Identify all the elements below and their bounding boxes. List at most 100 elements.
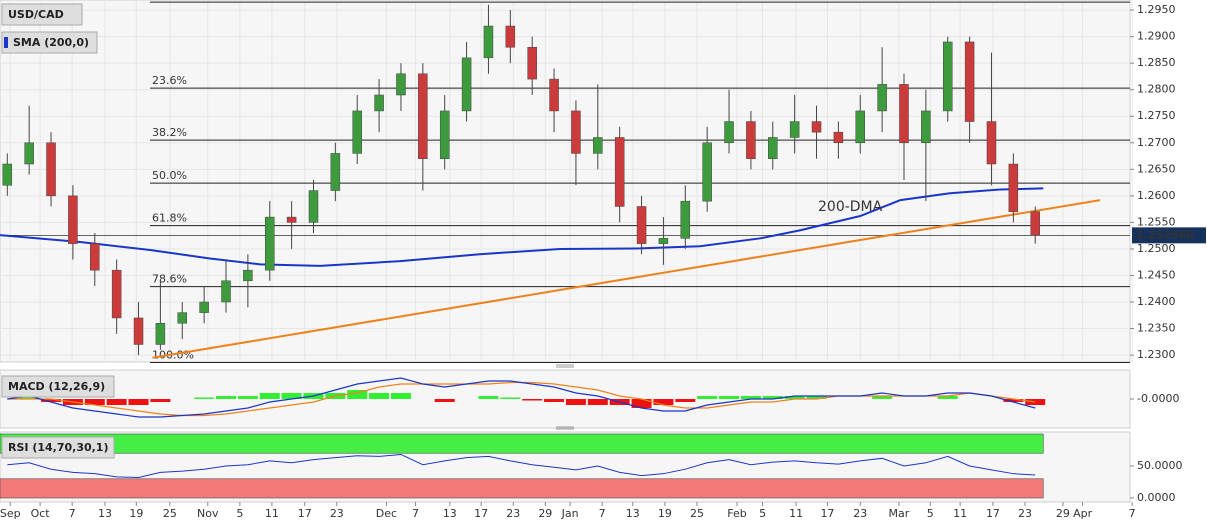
x-tick-label: 11: [953, 507, 967, 520]
candle-body: [768, 137, 778, 159]
candle-body: [90, 243, 100, 271]
candle-body: [877, 84, 887, 112]
histogram-bar: [719, 396, 740, 399]
histogram-bar: [369, 393, 390, 399]
histogram-bar: [478, 396, 499, 399]
candle-body: [614, 137, 625, 207]
histogram-bar: [937, 396, 958, 399]
histogram-bar: [544, 399, 565, 402]
candle-body: [308, 190, 319, 223]
x-tick-label: 19: [129, 507, 143, 520]
x-tick-label: 7: [412, 507, 419, 520]
y-tick-label: 1.2750: [1137, 109, 1176, 122]
candle-body: [964, 41, 975, 122]
x-tick-label: 5: [236, 507, 243, 520]
histogram-bar: [500, 397, 521, 399]
y-tick-label: 1.2350: [1137, 322, 1176, 335]
candle-body: [396, 73, 406, 96]
histogram-bar: [390, 393, 411, 399]
histogram-bar: [150, 399, 171, 402]
x-tick-label: 13: [626, 507, 640, 520]
sma-legend: SMA (200,0): [13, 36, 89, 49]
candle-body: [133, 317, 144, 345]
candle-body: [352, 110, 362, 154]
y-tick-label: 1.2950: [1137, 3, 1176, 16]
x-tick-label: Nov: [197, 507, 219, 520]
candle-body: [811, 121, 822, 133]
y-tick-label: 50.0000: [1137, 459, 1183, 472]
y-tick-label: 1.2550: [1137, 215, 1176, 228]
candle-body: [24, 142, 34, 165]
rsi-title: RSI (14,70,30,1): [8, 441, 108, 454]
histogram-bar: [565, 399, 586, 405]
y-tick-label: 0.0000: [1137, 491, 1176, 504]
histogram-bar: [806, 396, 827, 399]
histogram-bar: [194, 397, 215, 399]
candle-body: [680, 200, 691, 239]
y-tick-label: 1.2450: [1137, 268, 1176, 281]
histogram-bar: [653, 399, 674, 405]
sma-swatch: [4, 37, 8, 48]
macd-line: [7, 377, 1036, 418]
candle-body: [986, 121, 997, 165]
candle-body: [527, 46, 537, 80]
macd-box: [1, 375, 115, 398]
indicator-line: [152, 199, 1101, 359]
histogram-bar: [237, 396, 258, 399]
x-tick-label: 7: [69, 507, 76, 520]
x-tick-label: Sep: [0, 507, 21, 520]
x-tick-label: Apr: [1073, 507, 1093, 520]
candle-body: [439, 110, 450, 159]
histogram-bar: [740, 396, 761, 399]
sma-box: [1, 31, 98, 54]
candle-body: [1008, 163, 1019, 213]
x-tick-label: 17: [474, 507, 488, 520]
candle-body: [658, 238, 669, 244]
candle-body: [899, 84, 909, 144]
candle-body: [46, 142, 56, 197]
candle-body: [155, 323, 166, 345]
candle-body: [461, 57, 472, 112]
histogram-bar: [259, 393, 280, 399]
x-tick-label: 11: [789, 507, 803, 520]
x-tick-label: 17: [986, 507, 1000, 520]
y-tick-label: -0.0000: [1137, 392, 1179, 405]
candle-body: [942, 41, 953, 112]
candle-body: [68, 195, 78, 244]
y-tick-label: 1.2700: [1137, 136, 1176, 149]
candle-body: [855, 110, 866, 144]
fib-label: 38.2%: [152, 126, 187, 139]
candle-body: [243, 269, 253, 282]
candle-body: [330, 153, 341, 191]
indicator-line: [0, 187, 1044, 267]
candle-body: [746, 121, 756, 159]
last-price-label: 1.252560: [1136, 228, 1194, 241]
candle-body: [593, 137, 603, 154]
candle-body: [833, 131, 844, 144]
x-tick-label: 17: [298, 507, 312, 520]
x-tick-label: 5: [927, 507, 934, 520]
x-tick-label: 25: [690, 507, 704, 520]
macd-title: MACD (12,26,9): [8, 380, 105, 393]
candle-body: [2, 163, 13, 186]
candle-body: [418, 73, 428, 159]
candle-body: [199, 301, 209, 313]
histogram-bar: [216, 396, 236, 399]
symbol-box: [1, 3, 83, 26]
x-tick-label: 29: [538, 507, 552, 520]
fib-label: 23.6%: [152, 74, 187, 87]
histogram-bar: [522, 399, 543, 401]
histogram-bar: [84, 399, 105, 405]
candle-body: [921, 110, 931, 144]
x-tick-label: 19: [658, 507, 672, 520]
x-tick-label: 5: [759, 507, 766, 520]
x-tick-label: Feb: [727, 507, 746, 520]
x-tick-label: 13: [98, 507, 112, 520]
x-tick-label: 29: [1056, 507, 1070, 520]
histogram-bar: [784, 396, 805, 399]
candle-body: [724, 121, 734, 144]
candle-body: [221, 280, 231, 303]
